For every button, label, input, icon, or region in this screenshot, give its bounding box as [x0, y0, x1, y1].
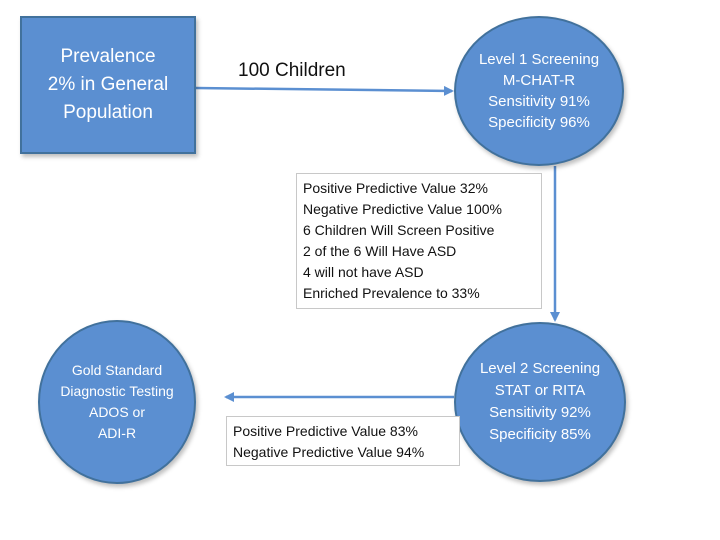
level1-line: Specificity 96% [488, 114, 590, 131]
level1-results-box: Positive Predictive Value 32% Negative P… [296, 173, 542, 309]
level2-results-box: Positive Predictive Value 83% Negative P… [226, 416, 460, 466]
children-count-label: 100 Children [238, 60, 346, 81]
gold-standard-line: ADOS or [88, 404, 145, 420]
level1-screening-circle: Level 1 Screening M-CHAT-R Sensitivity 9… [454, 16, 624, 166]
level1-line: M-CHAT-R [502, 72, 576, 89]
results-line: 4 will not have ASD [303, 264, 424, 280]
level2-line: Specificity 85% [489, 426, 591, 443]
results-line: Enriched Prevalence to 33% [303, 285, 480, 301]
results-line: Negative Predictive Value 100% [303, 201, 502, 217]
level1-line: Level 1 Screening [478, 51, 600, 68]
gold-standard-line: Gold Standard [71, 362, 163, 378]
prevalence-line: 2% in General [47, 74, 169, 95]
prevalence-line: Prevalence [60, 46, 156, 67]
results-line: Negative Predictive Value 94% [233, 444, 425, 460]
results-line: Positive Predictive Value 83% [233, 423, 418, 439]
gold-standard-line: Diagnostic Testing [60, 383, 174, 399]
prevalence-box: Prevalence 2% in General Population [20, 16, 196, 154]
level2-line: Level 2 Screening [479, 360, 601, 377]
results-line: 2 of the 6 Will Have ASD [303, 243, 457, 259]
level1-line: Sensitivity 91% [488, 93, 590, 110]
gold-standard-line: ADI-R [97, 425, 137, 441]
results-line: 6 Children Will Screen Positive [303, 222, 495, 238]
level2-line: STAT or RITA [494, 382, 586, 399]
arrow-prevalence-to-level1 [195, 85, 454, 96]
level2-screening-circle: Level 2 Screening STAT or RITA Sensitivi… [454, 322, 626, 482]
results-line: Positive Predictive Value 32% [303, 180, 488, 196]
level2-line: Sensitivity 92% [489, 404, 591, 421]
prevalence-line: Population [63, 102, 153, 123]
gold-standard-circle: Gold Standard Diagnostic Testing ADOS or… [38, 320, 196, 484]
